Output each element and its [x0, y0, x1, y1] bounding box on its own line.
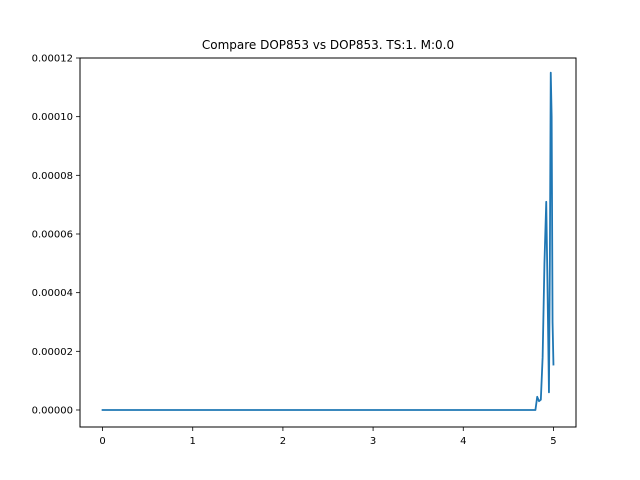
- series-line-0: [101, 71, 555, 411]
- chart-title: Compare DOP853 vs DOP853. TS:1. M:0.0: [202, 38, 454, 52]
- axes-frame: [79, 57, 577, 428]
- y-tick-label: 0.00004: [32, 288, 73, 299]
- x-axis: 0 1 2 3 4 5: [99, 427, 557, 447]
- y-tick-label: 0.00008: [32, 171, 73, 182]
- x-tick-label: 2: [280, 436, 286, 447]
- x-tick-label: 3: [370, 436, 376, 447]
- plot-area: [79, 57, 577, 428]
- y-tick-label: 0.00002: [32, 347, 73, 358]
- x-tick-label: 5: [550, 436, 556, 447]
- x-tick-label: 4: [460, 436, 466, 447]
- y-tick-label: 0.00006: [32, 229, 73, 240]
- x-tick-label: 0: [99, 436, 105, 447]
- y-tick-label: 0.00010: [32, 112, 73, 123]
- y-tick-label: 0.00012: [32, 54, 73, 65]
- series-layer: [101, 71, 555, 411]
- y-axis: 0.00000 0.00002 0.00004 0.00006 0.00008 0.000…: [32, 54, 80, 416]
- y-tick-label: 0.00000: [32, 405, 73, 416]
- x-tick-label: 1: [190, 436, 196, 447]
